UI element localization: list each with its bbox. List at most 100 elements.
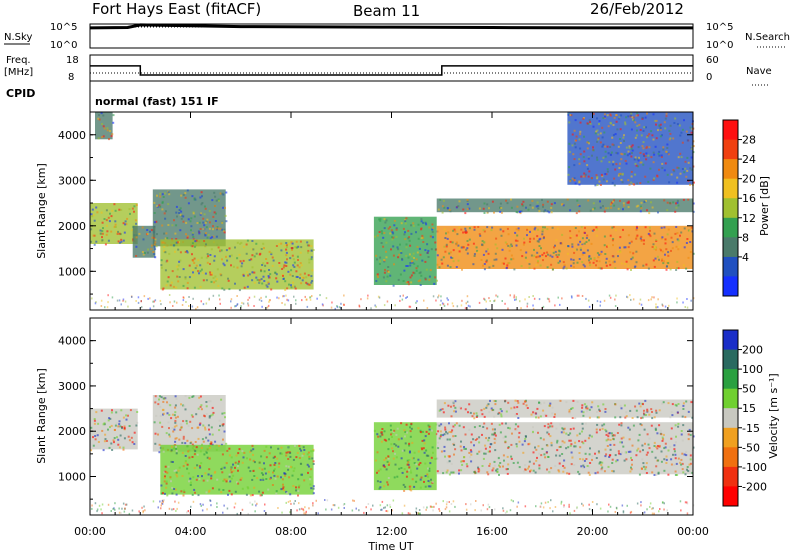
scatter-speckle	[210, 272, 213, 274]
scatter-speckle	[265, 478, 268, 480]
scatter-speckle	[544, 209, 547, 212]
scatter-speckle	[381, 428, 384, 430]
scatter-speckle	[486, 471, 489, 474]
scatter-speckle	[482, 426, 485, 428]
scatter-speckle	[579, 133, 582, 136]
scatter-speckle	[449, 251, 452, 254]
scatter-speckle	[637, 159, 640, 162]
scatter-speckle	[171, 486, 174, 489]
scatter-speckle	[687, 438, 690, 441]
scatter-speckle	[312, 487, 315, 490]
scatter-speckle	[676, 260, 679, 263]
scatter-speckle	[391, 447, 394, 450]
scatter-speckle	[617, 450, 620, 453]
scatter-speckle	[191, 493, 194, 496]
scatter-speckle	[627, 426, 630, 429]
scatter-speckle	[559, 242, 562, 245]
scatter-speckle	[275, 245, 278, 247]
scatter-speckle	[219, 227, 222, 230]
velocity-colorbar-bin	[723, 466, 738, 487]
ground-speckle	[443, 304, 446, 307]
scatter-speckle	[380, 242, 383, 244]
scatter-speckle	[251, 444, 254, 447]
scatter-speckle	[189, 477, 192, 480]
scatter-speckle	[595, 174, 598, 177]
scatter-speckle	[489, 462, 491, 465]
ground-speckle	[466, 295, 469, 298]
scatter-speckle	[241, 461, 244, 464]
ground-speckle	[107, 294, 109, 297]
scatter-speckle	[654, 427, 657, 430]
scatter-speckle	[662, 401, 665, 404]
scatter-speckle	[612, 134, 615, 137]
scatter-speckle	[263, 270, 266, 273]
scatter-speckle	[677, 267, 680, 270]
ground-speckle	[614, 511, 617, 513]
scatter-speckle	[611, 462, 614, 464]
ground-speckle	[202, 503, 204, 506]
scatter-speckle	[380, 431, 383, 434]
scatter-speckle	[666, 201, 669, 204]
scatter-speckle	[246, 457, 248, 460]
scatter-speckle	[499, 210, 502, 213]
scatter-speckle	[193, 453, 196, 456]
scatter-speckle	[454, 448, 457, 451]
scatter-speckle	[174, 250, 176, 253]
scatter-speckle	[545, 255, 547, 258]
scatter-speckle	[469, 411, 472, 414]
scatter-speckle	[634, 265, 637, 268]
scatter-speckle	[471, 415, 474, 418]
scatter-speckle	[575, 139, 578, 142]
scatter-speckle	[618, 452, 620, 455]
scatter-speckle	[174, 437, 177, 440]
scatter-speckle	[596, 129, 599, 132]
scatter-speckle	[117, 438, 120, 441]
scatter-speckle	[612, 438, 615, 441]
scatter-speckle	[387, 463, 390, 466]
scatter-speckle	[658, 258, 660, 261]
scatter-speckle	[296, 255, 299, 258]
scatter-speckle	[290, 284, 292, 287]
scatter-speckle	[543, 413, 546, 416]
scatter-speckle	[608, 456, 611, 458]
scatter-speckle	[397, 445, 400, 448]
scatter-speckle	[122, 448, 125, 451]
scatter-speckle	[474, 439, 477, 441]
scatter-speckle	[638, 156, 640, 159]
scatter-speckle	[503, 459, 505, 462]
scatter-speckle	[573, 445, 576, 448]
scatter-speckle	[135, 255, 138, 257]
ground-speckle	[423, 299, 425, 302]
scatter-region	[436, 225, 693, 269]
scatter-speckle	[115, 231, 118, 234]
scatter-speckle	[394, 463, 397, 466]
scatter-speckle	[596, 416, 599, 419]
ground-speckle	[159, 500, 161, 503]
scatter-speckle	[391, 436, 393, 438]
scatter-speckle	[532, 426, 534, 429]
scatter-speckle	[273, 469, 275, 472]
scatter-speckle	[436, 470, 439, 473]
scatter-speckle	[664, 238, 667, 241]
ground-speckle	[560, 500, 563, 503]
scatter-speckle	[512, 257, 515, 260]
scatter-speckle	[613, 116, 616, 119]
scatter-speckle	[310, 275, 313, 278]
scatter-speckle	[200, 268, 203, 271]
scatter-speckle	[176, 475, 179, 478]
scatter-speckle	[535, 448, 538, 451]
ground-speckle	[284, 303, 286, 306]
scatter-speckle	[297, 478, 300, 481]
scatter-speckle	[673, 450, 676, 453]
scatter-speckle	[675, 462, 678, 465]
scatter-speckle	[399, 273, 402, 276]
scatter-speckle	[483, 452, 485, 455]
scatter-speckle	[653, 441, 656, 444]
scatter-speckle	[636, 416, 639, 419]
ground-speckle	[581, 295, 584, 297]
scatter-speckle	[205, 279, 208, 282]
scatter-speckle	[258, 467, 261, 470]
scatter-speckle	[631, 149, 634, 152]
scatter-speckle	[624, 263, 627, 265]
scatter-speckle	[453, 410, 456, 413]
